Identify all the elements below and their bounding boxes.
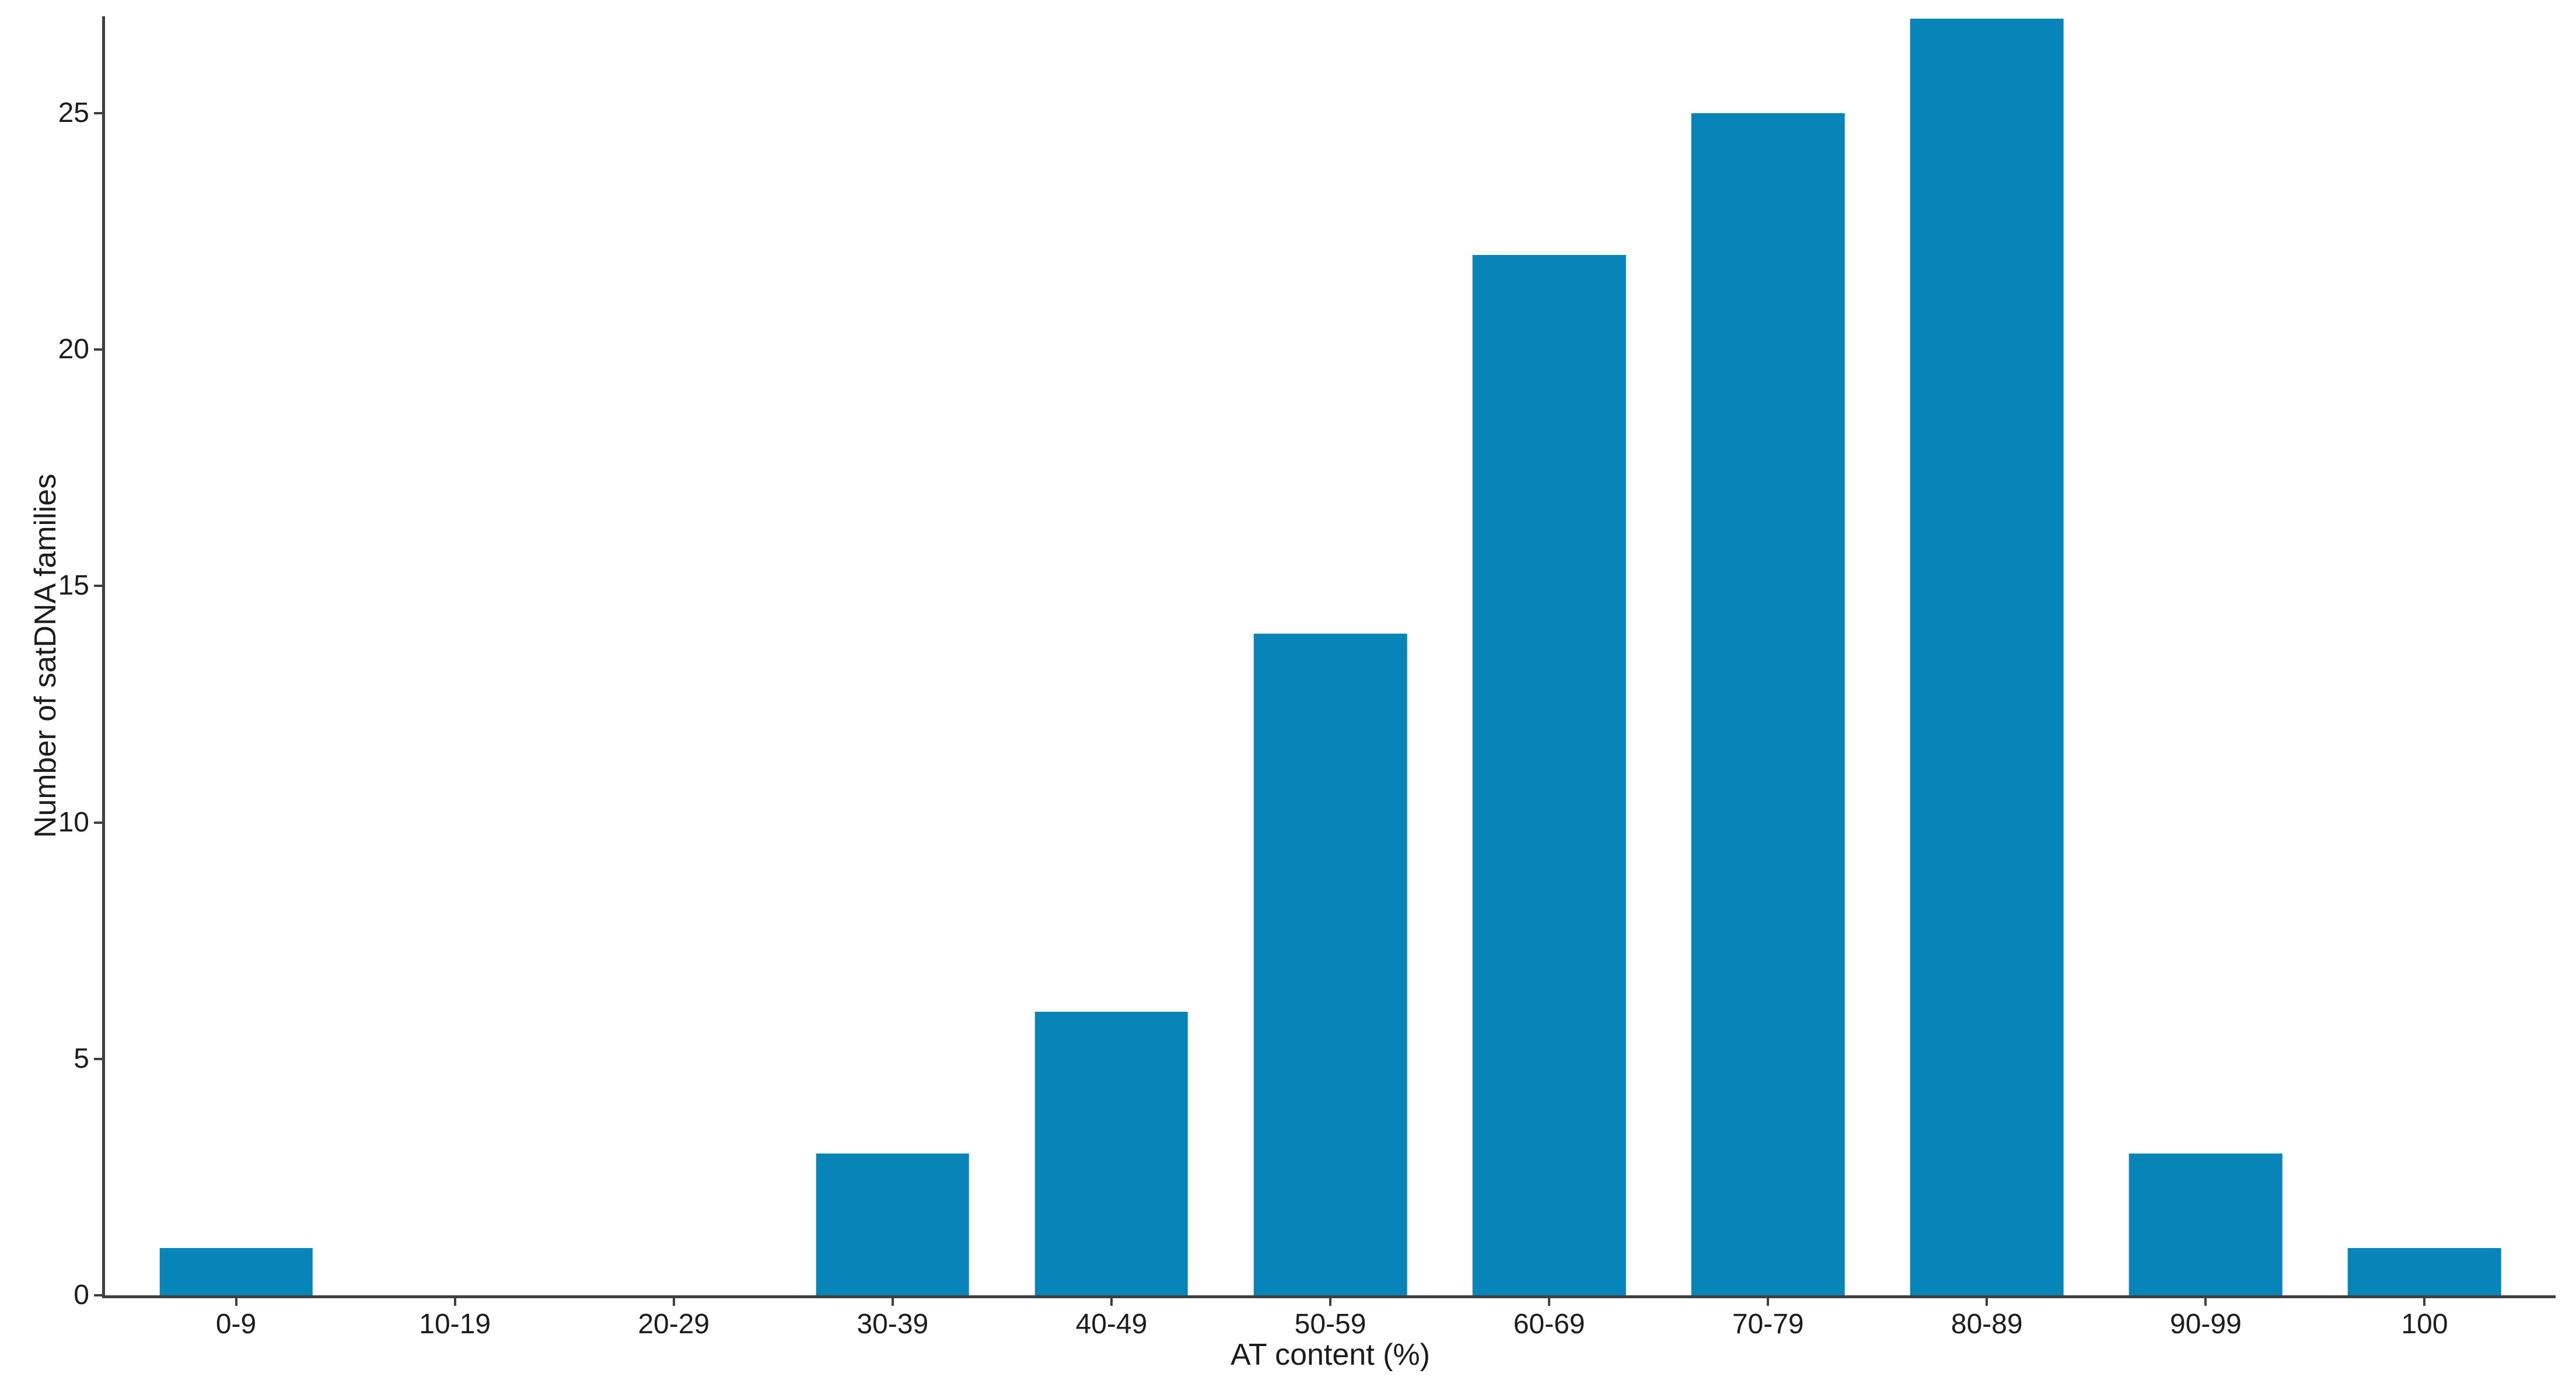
x-tick-label-40-49: 40-49 [1075, 1309, 1148, 1340]
bar-100 [2348, 1247, 2501, 1295]
x-tick-mark-60-69 [1548, 1298, 1551, 1306]
y-tick-label-0: 0 [74, 1280, 89, 1310]
category-slot-20-29: 20-29 [564, 16, 783, 1338]
x-tick-label-100: 100 [2401, 1309, 2448, 1340]
y-tick-label-5: 5 [74, 1043, 89, 1074]
y-tick-mark-5 [94, 1057, 102, 1060]
x-axis-line [102, 1295, 2556, 1298]
x-tick-mark-90-99 [2204, 1298, 2207, 1306]
x-tick-label-70-79: 70-79 [1732, 1309, 1804, 1340]
bar-50-59 [1253, 633, 1407, 1295]
y-tick-mark-25 [94, 112, 102, 115]
x-tick-mark-40-49 [1110, 1298, 1113, 1306]
y-tick-mark-10 [94, 821, 102, 824]
x-tick-label-10-19: 10-19 [419, 1309, 491, 1340]
y-tick-mark-0 [94, 1294, 102, 1296]
y-tick-label-15: 15 [58, 570, 89, 602]
category-slot-50-59: 50-59 [1221, 16, 1439, 1338]
bar-30-39 [816, 1153, 970, 1295]
category-slot-40-49: 40-49 [1002, 16, 1221, 1338]
y-tick-label-20: 20 [58, 334, 89, 365]
category-slot-30-39: 30-39 [783, 16, 1002, 1338]
bar-0-9 [159, 1247, 313, 1295]
bar-60-69 [1472, 255, 1626, 1295]
y-axis-line [102, 16, 105, 1298]
x-axis-title: AT content (%) [1231, 1338, 1430, 1372]
category-slot-90-99: 90-99 [2096, 16, 2315, 1338]
plot-area: 0 5 10 15 20 25 0-9 10-19 20-29 30-39 40-49 50-59 6… [58, 16, 2556, 1338]
x-tick-mark-0-9 [235, 1298, 237, 1306]
x-tick-label-60-69: 60-69 [1513, 1309, 1585, 1340]
bar-90-99 [2129, 1153, 2283, 1295]
category-slot-80-89: 80-89 [1878, 16, 2096, 1338]
x-tick-mark-80-89 [1986, 1298, 1988, 1306]
y-tick-label-10: 10 [58, 806, 89, 838]
category-slot-0-9: 0-9 [127, 16, 345, 1338]
x-tick-label-0-9: 0-9 [215, 1309, 257, 1340]
bars-container: 0-9 10-19 20-29 30-39 40-49 50-59 60-69 70-79 80… [127, 16, 2534, 1338]
y-tick-label-25: 25 [58, 97, 89, 129]
x-tick-mark-70-79 [1767, 1298, 1770, 1306]
x-tick-label-50-59: 50-59 [1294, 1309, 1366, 1340]
bar-70-79 [1691, 113, 1845, 1295]
y-axis-title: Number of satDNA families [29, 473, 62, 838]
x-tick-label-80-89: 80-89 [1951, 1309, 2023, 1340]
bar-80-89 [1910, 19, 2064, 1295]
category-slot-100: 100 [2315, 16, 2534, 1338]
x-tick-label-90-99: 90-99 [2170, 1309, 2242, 1340]
x-tick-mark-30-39 [891, 1298, 894, 1306]
y-tick-mark-15 [94, 585, 102, 588]
x-tick-mark-50-59 [1329, 1298, 1332, 1306]
x-tick-mark-10-19 [453, 1298, 456, 1306]
bar-40-49 [1034, 1011, 1189, 1295]
x-tick-mark-100 [2423, 1298, 2426, 1306]
x-tick-mark-20-29 [672, 1298, 675, 1306]
category-slot-10-19: 10-19 [345, 16, 564, 1338]
y-tick-mark-20 [94, 348, 102, 351]
x-tick-label-20-29: 20-29 [638, 1309, 710, 1340]
x-tick-label-30-39: 30-39 [857, 1309, 929, 1340]
category-slot-70-79: 70-79 [1659, 16, 1878, 1338]
category-slot-60-69: 60-69 [1440, 16, 1659, 1338]
